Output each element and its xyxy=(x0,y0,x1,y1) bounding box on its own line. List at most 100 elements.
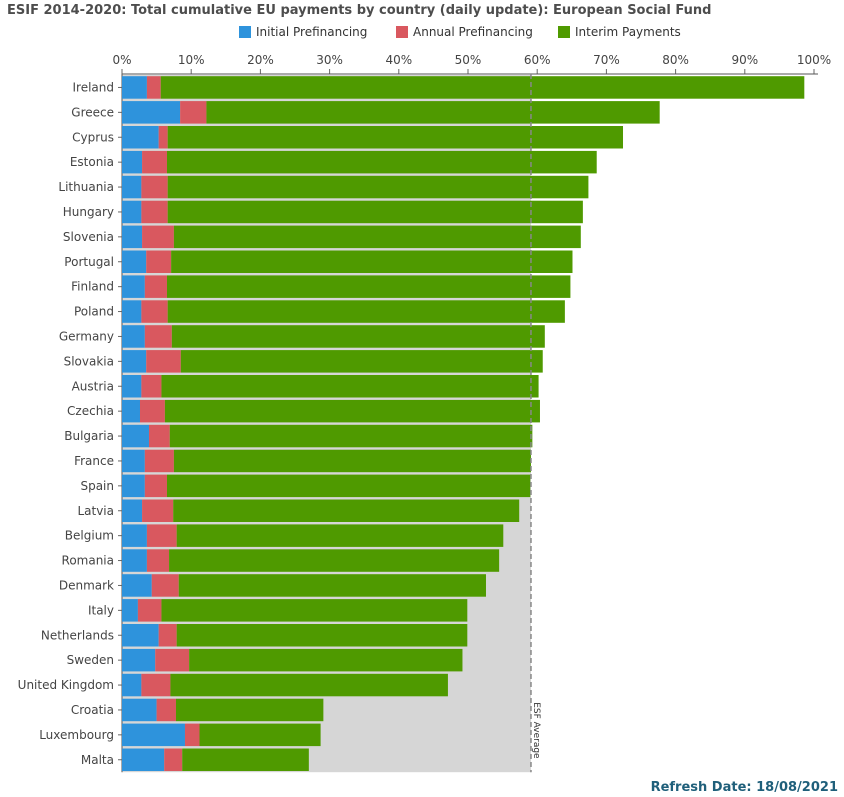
bar-annual-prefinancing-greece[interactable] xyxy=(180,101,207,124)
y-category-label: Cyprus xyxy=(72,130,114,144)
bar-interim-payments-belgium[interactable] xyxy=(176,524,504,547)
bar-interim-payments-portugal[interactable] xyxy=(171,250,573,274)
bar-initial-prefinancing-united-kingdom[interactable] xyxy=(122,673,142,697)
bar-interim-payments-greece[interactable] xyxy=(206,101,660,124)
bar-interim-payments-latvia[interactable] xyxy=(173,499,520,523)
bar-initial-prefinancing-slovakia[interactable] xyxy=(122,350,147,373)
bar-initial-prefinancing-sweden[interactable] xyxy=(122,648,156,672)
bar-interim-payments-cyprus[interactable] xyxy=(167,126,624,149)
bar-annual-prefinancing-poland[interactable] xyxy=(141,300,168,323)
y-category-label: Ireland xyxy=(72,80,114,94)
bar-interim-payments-croatia[interactable] xyxy=(175,698,324,722)
bar-interim-payments-czechia[interactable] xyxy=(164,399,540,423)
bar-interim-payments-sweden[interactable] xyxy=(189,648,463,672)
bar-interim-payments-malta[interactable] xyxy=(182,748,309,772)
y-category-label: Austria xyxy=(72,379,114,393)
bar-annual-prefinancing-united-kingdom[interactable] xyxy=(141,673,171,697)
x-tick-label: 60% xyxy=(524,53,551,67)
bar-annual-prefinancing-ireland[interactable] xyxy=(146,76,161,99)
bar-initial-prefinancing-hungary[interactable] xyxy=(122,200,142,224)
bar-interim-payments-hungary[interactable] xyxy=(167,200,583,224)
bar-annual-prefinancing-portugal[interactable] xyxy=(146,250,172,274)
bar-initial-prefinancing-denmark[interactable] xyxy=(122,574,152,597)
bar-initial-prefinancing-austria[interactable] xyxy=(122,375,142,398)
bar-initial-prefinancing-netherlands[interactable] xyxy=(122,624,159,647)
bar-interim-payments-france[interactable] xyxy=(173,449,531,473)
bar-interim-payments-romania[interactable] xyxy=(169,549,500,572)
bar-annual-prefinancing-slovakia[interactable] xyxy=(146,350,181,373)
bar-annual-prefinancing-croatia[interactable] xyxy=(156,698,176,722)
bar-interim-payments-bulgaria[interactable] xyxy=(169,424,533,448)
bar-annual-prefinancing-estonia[interactable] xyxy=(142,150,167,174)
bar-annual-prefinancing-denmark[interactable] xyxy=(151,574,179,597)
bar-initial-prefinancing-slovenia[interactable] xyxy=(122,225,143,249)
bar-initial-prefinancing-romania[interactable] xyxy=(122,549,147,572)
bar-interim-payments-denmark[interactable] xyxy=(178,574,486,597)
bar-interim-payments-germany[interactable] xyxy=(171,325,545,348)
y-category-label: France xyxy=(74,454,114,468)
bar-initial-prefinancing-italy[interactable] xyxy=(122,599,138,622)
bar-annual-prefinancing-italy[interactable] xyxy=(137,599,162,622)
bar-annual-prefinancing-austria[interactable] xyxy=(141,375,162,398)
bar-initial-prefinancing-lithuania[interactable] xyxy=(122,175,142,199)
bar-initial-prefinancing-france[interactable] xyxy=(122,449,145,473)
bar-interim-payments-slovakia[interactable] xyxy=(180,350,543,373)
legend-item-initial-prefinancing[interactable]: Initial Prefinancing xyxy=(239,25,367,39)
x-tick-label: 80% xyxy=(662,53,689,67)
bar-annual-prefinancing-latvia[interactable] xyxy=(142,499,174,523)
bar-interim-payments-ireland[interactable] xyxy=(160,76,805,99)
bar-initial-prefinancing-ireland[interactable] xyxy=(122,76,147,99)
bar-interim-payments-spain[interactable] xyxy=(166,474,531,498)
bar-annual-prefinancing-netherlands[interactable] xyxy=(158,624,177,647)
bar-interim-payments-netherlands[interactable] xyxy=(176,624,468,647)
bar-annual-prefinancing-czechia[interactable] xyxy=(139,399,165,423)
bar-initial-prefinancing-bulgaria[interactable] xyxy=(122,424,149,448)
bar-annual-prefinancing-lithuania[interactable] xyxy=(141,175,168,199)
bar-annual-prefinancing-belgium[interactable] xyxy=(146,524,177,547)
legend-item-annual-prefinancing[interactable]: Annual Prefinancing xyxy=(396,25,533,39)
bar-annual-prefinancing-luxembourg[interactable] xyxy=(184,723,200,747)
bar-interim-payments-finland[interactable] xyxy=(166,275,571,298)
bar-interim-payments-lithuania[interactable] xyxy=(167,175,589,199)
bar-initial-prefinancing-poland[interactable] xyxy=(122,300,142,323)
bar-interim-payments-austria[interactable] xyxy=(161,375,539,398)
y-category-label: Sweden xyxy=(67,653,114,667)
bar-interim-payments-luxembourg[interactable] xyxy=(199,723,321,747)
bar-annual-prefinancing-spain[interactable] xyxy=(144,474,167,498)
bar-interim-payments-slovenia[interactable] xyxy=(173,225,581,249)
bar-interim-payments-poland[interactable] xyxy=(167,300,565,323)
y-category-label: Poland xyxy=(74,305,114,319)
bar-initial-prefinancing-germany[interactable] xyxy=(122,325,145,348)
bar-annual-prefinancing-finland[interactable] xyxy=(144,275,167,298)
bar-annual-prefinancing-hungary[interactable] xyxy=(141,200,168,224)
bar-annual-prefinancing-cyprus[interactable] xyxy=(158,126,168,149)
bar-initial-prefinancing-portugal[interactable] xyxy=(122,250,147,274)
bar-interim-payments-estonia[interactable] xyxy=(166,150,597,174)
bar-initial-prefinancing-luxembourg[interactable] xyxy=(122,723,185,747)
bar-initial-prefinancing-malta[interactable] xyxy=(122,748,165,772)
y-category-label: Italy xyxy=(88,603,114,617)
bar-initial-prefinancing-finland[interactable] xyxy=(122,275,145,298)
bar-annual-prefinancing-romania[interactable] xyxy=(146,549,170,572)
bar-initial-prefinancing-czechia[interactable] xyxy=(122,399,140,423)
legend-item-interim-payments[interactable]: Interim Payments xyxy=(558,25,681,39)
bar-initial-prefinancing-croatia[interactable] xyxy=(122,698,157,722)
y-category-label: Slovenia xyxy=(63,230,114,244)
average-label: ESF Average xyxy=(531,702,541,759)
bar-initial-prefinancing-estonia[interactable] xyxy=(122,150,143,174)
bar-annual-prefinancing-germany[interactable] xyxy=(144,325,172,348)
bar-initial-prefinancing-belgium[interactable] xyxy=(122,524,147,547)
bar-initial-prefinancing-latvia[interactable] xyxy=(122,499,143,523)
y-category-label: Portugal xyxy=(64,255,114,269)
bar-initial-prefinancing-greece[interactable] xyxy=(122,101,181,124)
bar-annual-prefinancing-sweden[interactable] xyxy=(155,648,190,672)
bar-annual-prefinancing-malta[interactable] xyxy=(164,748,183,772)
bar-annual-prefinancing-france[interactable] xyxy=(144,449,174,473)
bar-initial-prefinancing-cyprus[interactable] xyxy=(122,126,159,149)
bar-annual-prefinancing-bulgaria[interactable] xyxy=(148,424,170,448)
x-tick-label: 30% xyxy=(316,53,343,67)
bar-initial-prefinancing-spain[interactable] xyxy=(122,474,145,498)
bar-interim-payments-united-kingdom[interactable] xyxy=(170,673,448,697)
bar-interim-payments-italy[interactable] xyxy=(161,599,468,622)
bar-annual-prefinancing-slovenia[interactable] xyxy=(142,225,174,249)
